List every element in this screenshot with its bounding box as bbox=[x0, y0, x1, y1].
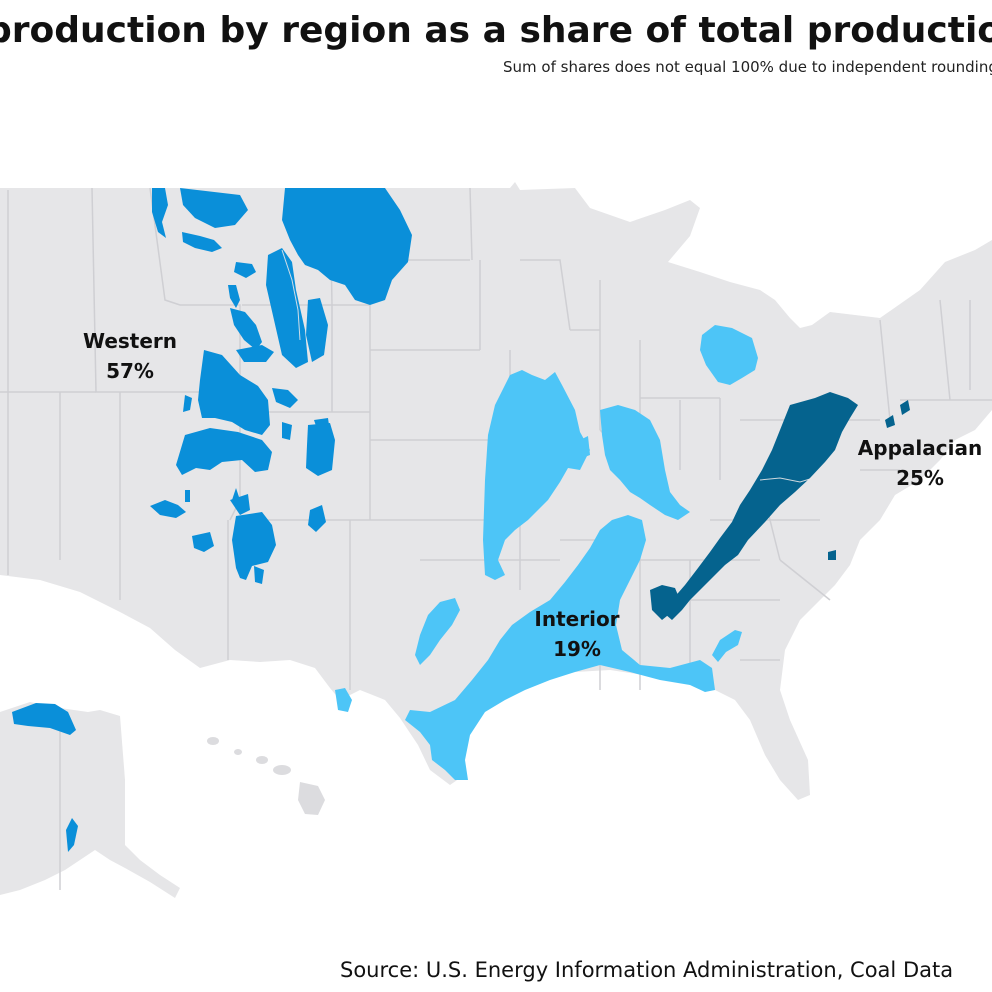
hawaii-islands bbox=[207, 737, 325, 815]
rivers bbox=[281, 249, 821, 483]
label-appalacian-name: Appalacian bbox=[858, 436, 982, 460]
region-appalacian-basin bbox=[650, 392, 910, 620]
source-note: Source: U.S. Energy Information Administ… bbox=[340, 958, 954, 982]
label-interior-share: 19% bbox=[553, 637, 601, 661]
map-subtitle: Sum of shares does not equal 100% due to… bbox=[503, 58, 992, 76]
map-title: production by region as a share of total… bbox=[0, 10, 992, 51]
region-interior-basins bbox=[335, 325, 758, 780]
label-appalacian: Appalacian 25% bbox=[858, 436, 982, 490]
label-western-share: 57% bbox=[106, 359, 154, 383]
label-western: Western 57% bbox=[83, 329, 177, 383]
alaska-landmass bbox=[0, 702, 180, 898]
label-interior: Interior 19% bbox=[534, 607, 619, 661]
region-western-basins bbox=[12, 188, 412, 852]
label-western-name: Western bbox=[83, 329, 177, 353]
label-interior-name: Interior bbox=[534, 607, 619, 631]
label-appalacian-share: 25% bbox=[896, 466, 944, 490]
